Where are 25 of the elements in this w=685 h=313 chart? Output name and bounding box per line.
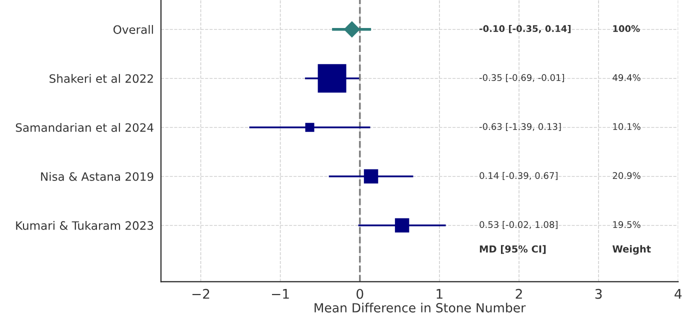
annotation: 19.5% bbox=[613, 221, 640, 228]
x-tick-label: 4 bbox=[674, 289, 682, 299]
annotation: 0.53 [-0.02, 1.08] bbox=[480, 220, 558, 230]
y-tick-label: Samandarian et al 2024 bbox=[16, 123, 154, 132]
annotation: -0.63 [-1.39, 0.13] bbox=[479, 123, 561, 132]
annotation: 100% bbox=[613, 25, 640, 32]
x-axis-title: Mean Difference in Stone Number bbox=[314, 302, 526, 312]
annotation: 0.14 [-0.39, 0.67] bbox=[480, 172, 558, 180]
x-tick-label: 2 bbox=[516, 288, 522, 299]
annotation: 20.9% bbox=[612, 172, 640, 179]
x-tick-label: 1 bbox=[436, 289, 442, 299]
x-tick-label: −1 bbox=[272, 289, 289, 299]
y-tick-label: Overall bbox=[113, 25, 153, 34]
y-tick-label: Nisa & Astana 2019 bbox=[41, 172, 154, 181]
x-tick-label: 3 bbox=[595, 288, 602, 299]
annotation: 49.4% bbox=[612, 74, 640, 82]
annotation: 10.1% bbox=[613, 123, 640, 130]
y-tick-label: Shakeri et al 2022 bbox=[50, 74, 153, 83]
y-tick-label: Kumari & Tukaram 2023 bbox=[16, 220, 154, 230]
annotation: -0.10 [-0.35, 0.14] bbox=[480, 25, 571, 34]
annotation: -0.35 [-0.69, -0.01] bbox=[479, 74, 564, 82]
x-tick-label: 0 bbox=[356, 288, 364, 299]
x-tick-label: −2 bbox=[192, 288, 210, 299]
annotation: MD [95% CI] bbox=[480, 245, 546, 254]
annotation: Weight bbox=[612, 245, 651, 255]
